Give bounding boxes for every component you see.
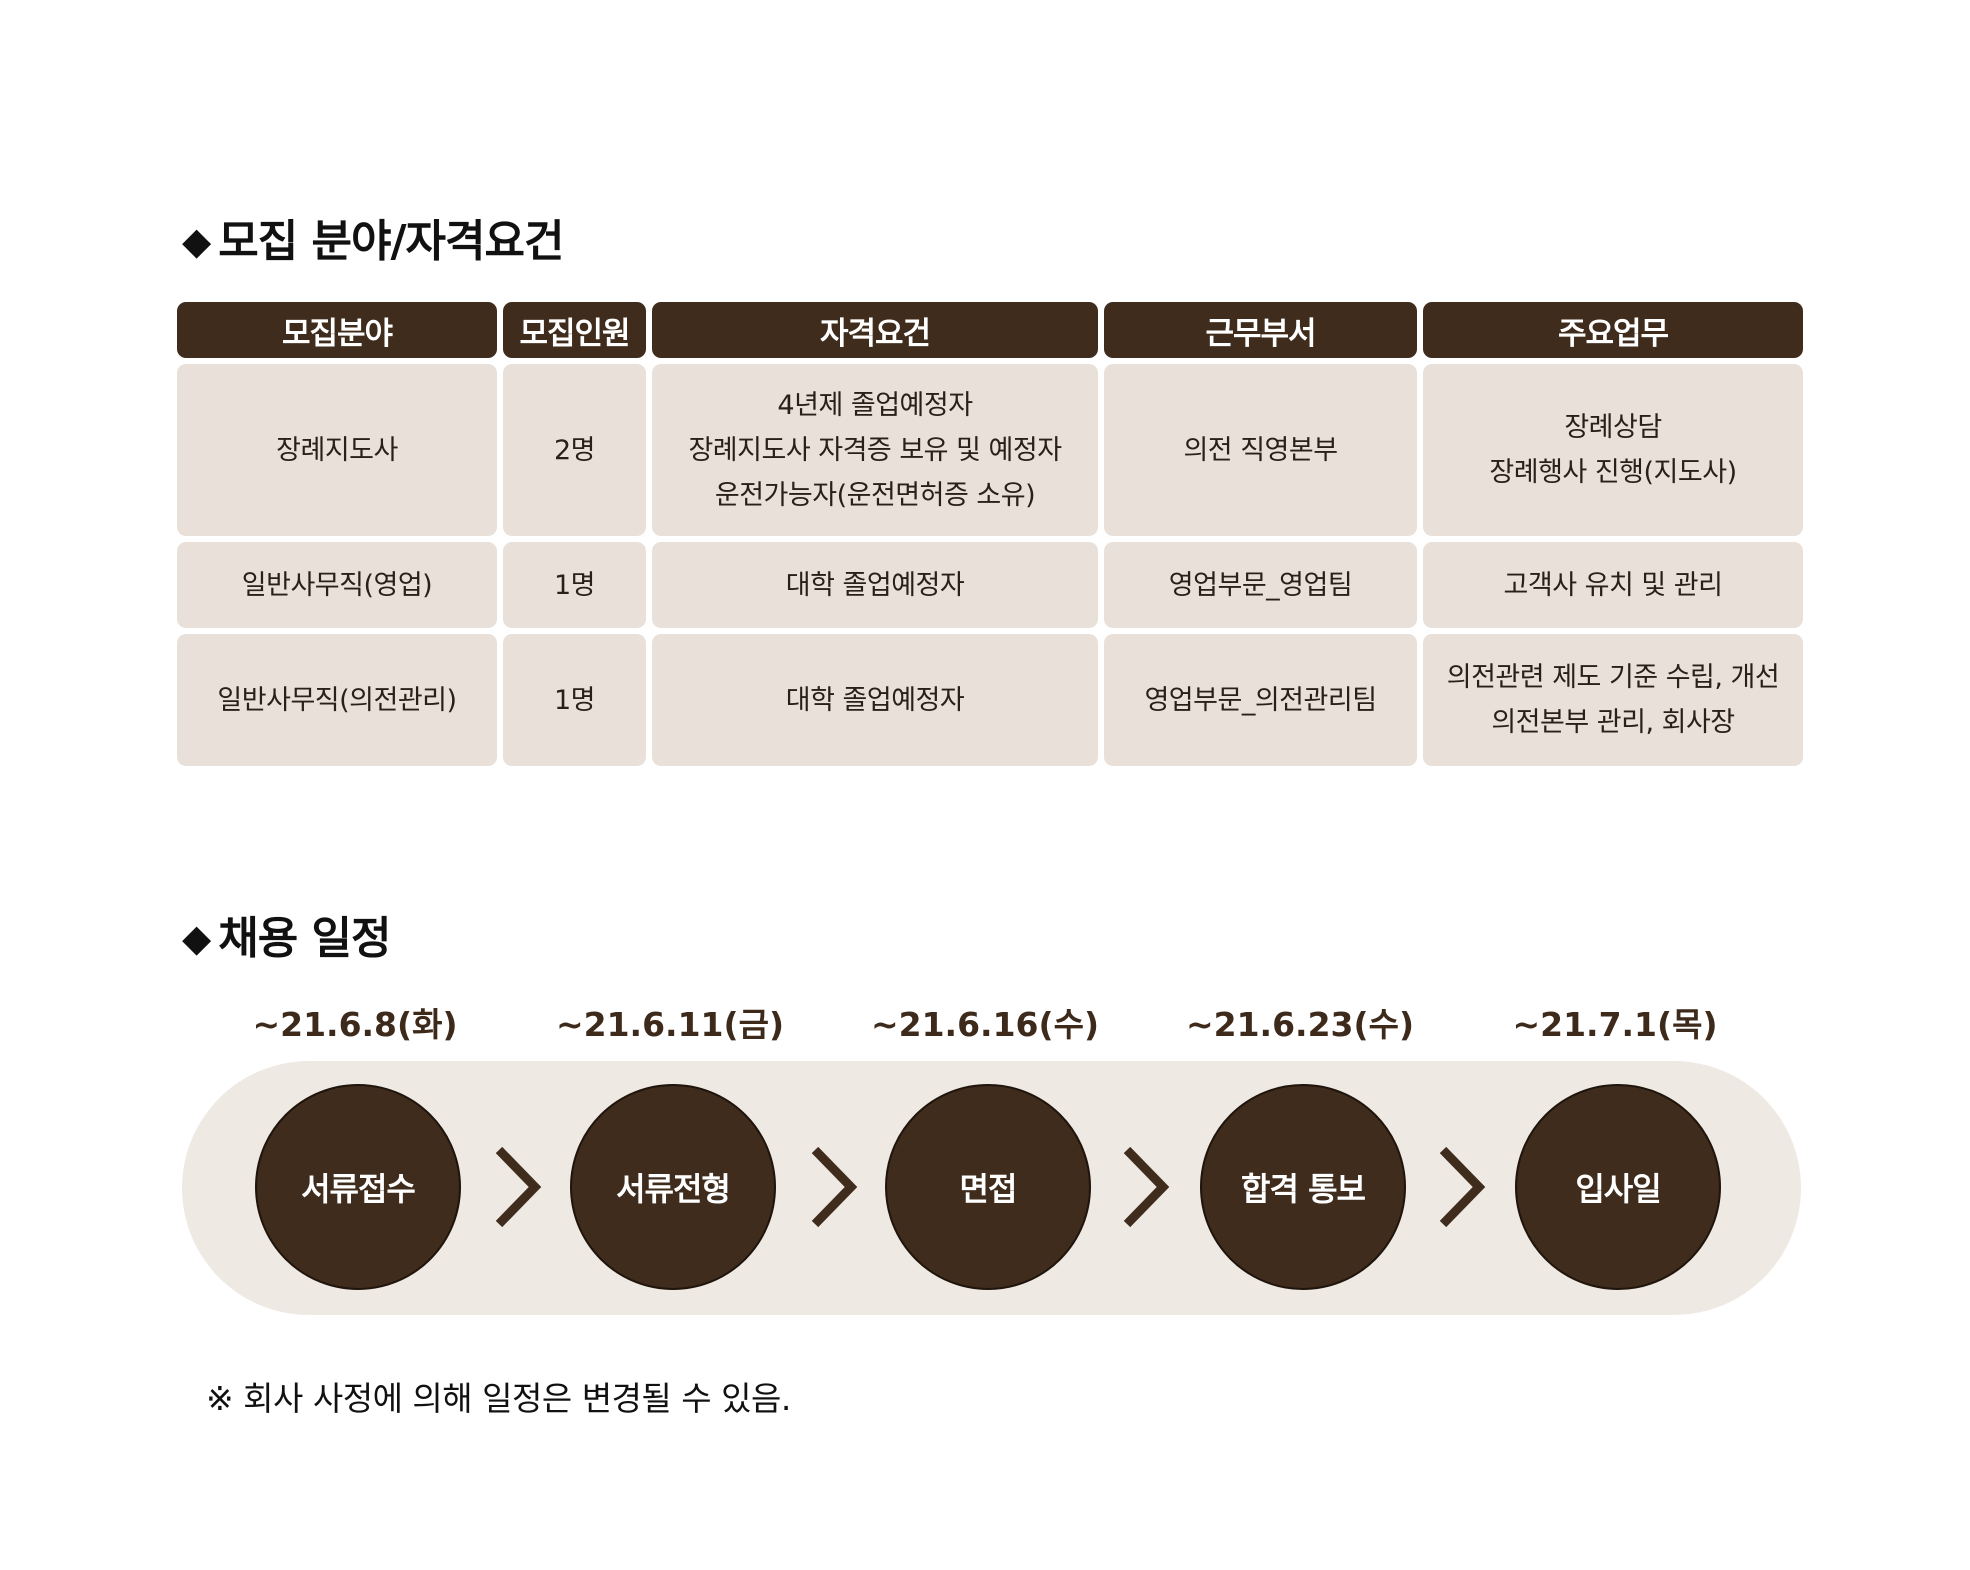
row1-field: 장례지도사 (177, 364, 497, 536)
row3-count: 1명 (503, 634, 646, 766)
schedule-title-text: 채용 일정 (218, 913, 391, 964)
row3-duties: 의전관련 제도 기준 수립, 개선 의전본부 관리, 회사장 (1423, 634, 1803, 766)
row1-count: 2명 (503, 364, 646, 536)
row2-field: 일반사무직(영업) (177, 542, 497, 628)
step5-circle: 입사일 (1515, 1084, 1721, 1290)
row3-duty-line: 의전관련 제도 기준 수립, 개선 (1446, 662, 1780, 693)
step1-circle: 서류접수 (255, 1084, 461, 1290)
step3-date: ~21.6.16(수) (870, 1005, 1100, 1044)
row2-requirements: 대학 졸업예정자 (652, 542, 1098, 628)
chevron-right-icon (1123, 1146, 1170, 1228)
row1-department: 의전 직영본부 (1104, 364, 1417, 536)
recruit-section-title: ◆ 모집 분야/자격요건 (182, 205, 564, 269)
step4-date: ~21.6.23(수) (1185, 1005, 1415, 1044)
schedule-notice: ※ 회사 사정에 의해 일정은 변경될 수 있음. (206, 1379, 791, 1418)
header-duties: 주요업무 (1423, 302, 1803, 358)
row1-duties: 장례상담 장례행사 진행(지도사) (1423, 364, 1803, 536)
row2-department: 영업부문_영업팀 (1104, 542, 1417, 628)
header-field: 모집분야 (177, 302, 497, 358)
row3-department: 영업부문_의전관리팀 (1104, 634, 1417, 766)
chevron-right-icon (495, 1146, 542, 1228)
row1-duty-line: 장례상담 (1564, 412, 1662, 443)
recruit-title-text: 모집 분야/자격요건 (218, 216, 564, 267)
schedule-dates: ~21.6.8(화) ~21.6.11(금) ~21.6.16(수) ~21.6… (0, 998, 1970, 1048)
header-department: 근무부서 (1104, 302, 1417, 358)
header-count: 모집인원 (503, 302, 646, 358)
step5-date: ~21.7.1(목) (1512, 1005, 1718, 1044)
row2-duties: 고객사 유치 및 관리 (1423, 542, 1803, 628)
row3-duty-line: 의전본부 관리, 회사장 (1491, 707, 1735, 738)
schedule-section-title: ◆ 채용 일정 (182, 902, 391, 966)
step2-circle: 서류전형 (570, 1084, 776, 1290)
row1-requirements: 4년제 졸업예정자 장례지도사 자격증 보유 및 예정자 운전가능자(운전면허증… (652, 364, 1098, 536)
row1-requirement-line: 장례지도사 자격증 보유 및 예정자 (688, 434, 1062, 466)
chevron-right-icon (1439, 1146, 1486, 1228)
recruit-table: 모집분야 모집인원 자격요건 근무부서 주요업무 장례지도사 2명 4년제 졸업… (177, 302, 1803, 766)
header-requirements: 자격요건 (652, 302, 1098, 358)
row1-duty-line: 장례행사 진행(지도사) (1489, 457, 1737, 488)
row3-field: 일반사무직(의전관리) (177, 634, 497, 766)
step1-date: ~21.6.8(화) (252, 1005, 458, 1044)
row1-requirement-line: 운전가능자(운전면허증 소유) (714, 479, 1036, 511)
step4-circle: 합격 통보 (1200, 1084, 1406, 1290)
row2-count: 1명 (503, 542, 646, 628)
chevron-right-icon (811, 1146, 858, 1228)
diamond-bullet-icon: ◆ (182, 916, 211, 960)
row3-requirements: 대학 졸업예정자 (652, 634, 1098, 766)
row1-requirement-line: 4년제 졸업예정자 (777, 389, 973, 421)
step2-date: ~21.6.11(금) (555, 1005, 785, 1044)
diamond-bullet-icon: ◆ (182, 219, 211, 263)
step3-circle: 면접 (885, 1084, 1091, 1290)
